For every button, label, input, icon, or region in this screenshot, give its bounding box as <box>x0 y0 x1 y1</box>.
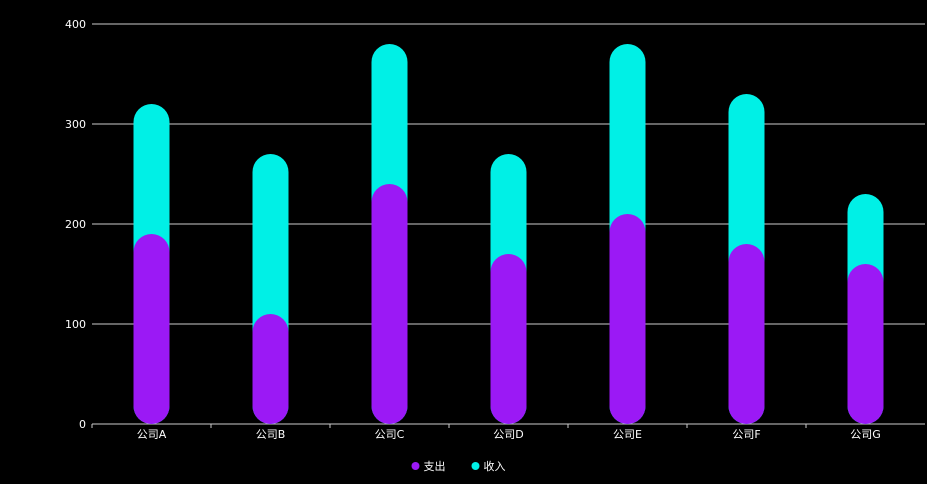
bar-segment[interactable] <box>133 234 170 424</box>
x-tick-label: 公司E <box>613 428 642 441</box>
y-tick-label: 100 <box>65 318 86 331</box>
legend-item[interactable]: 收入 <box>471 459 506 473</box>
legend-marker <box>471 462 480 470</box>
legend-item[interactable]: 支出 <box>411 459 446 473</box>
axes: 0 100 200 300 400 公司A 公司B 公司C 公司D 公司E 公司F 公司G <box>65 18 925 441</box>
x-tick-label: 公司A <box>137 428 167 441</box>
x-tick-label: 公司C <box>375 428 405 441</box>
x-tick-label: 公司G <box>850 428 881 441</box>
legend-label: 支出 <box>424 459 446 473</box>
x-tick-label: 公司D <box>493 428 523 441</box>
bar-segment[interactable] <box>252 314 289 424</box>
legend[interactable]: 支出 收入 <box>411 459 506 473</box>
bar-segment[interactable] <box>728 244 765 424</box>
bar-segment[interactable] <box>490 254 527 424</box>
x-tick-label: 公司B <box>256 428 286 441</box>
bar-segment[interactable] <box>847 264 884 424</box>
y-tick-label: 300 <box>65 118 86 131</box>
bars <box>133 44 884 424</box>
bar-segment[interactable] <box>371 184 408 424</box>
legend-label: 收入 <box>484 459 506 473</box>
y-tick-label: 0 <box>79 418 86 431</box>
x-tick-label: 公司F <box>732 428 760 441</box>
y-tick-label: 200 <box>65 218 86 231</box>
bar-segment[interactable] <box>609 214 646 424</box>
legend-marker <box>411 462 420 470</box>
y-tick-label: 400 <box>65 18 86 31</box>
